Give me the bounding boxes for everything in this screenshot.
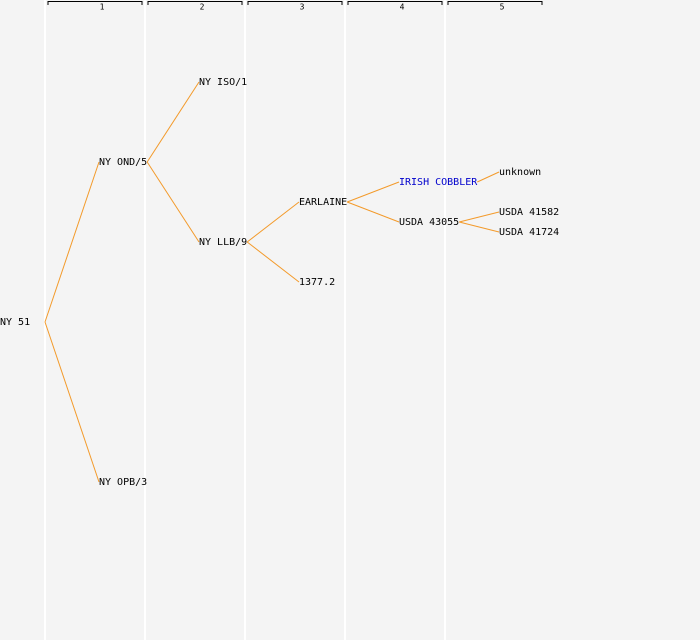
pedigree-link	[459, 211, 500, 223]
pedigree-link	[44, 321, 100, 483]
column-bracket	[247, 1, 343, 5]
pedigree-link	[477, 171, 500, 183]
pedigree-node: NY OPB/3	[99, 477, 147, 488]
pedigree-node: NY 51	[0, 317, 30, 328]
pedigree-link	[346, 181, 400, 203]
pedigree-node: USDA 41582	[499, 207, 559, 218]
column-header: 4	[400, 3, 405, 12]
column-header: 2	[200, 3, 205, 12]
pedigree-link	[146, 161, 200, 243]
column-bracket	[447, 1, 543, 5]
column-header: 1	[100, 3, 105, 12]
pedigree-link	[346, 201, 400, 223]
pedigree-node: IRISH COBBLER	[399, 177, 478, 188]
pedigree-link	[459, 221, 500, 233]
pedigree-node: EARLAINE	[299, 197, 347, 208]
column-bracket	[347, 1, 443, 5]
column-bracket	[47, 1, 143, 5]
pedigree-node: NY OND/5	[99, 157, 147, 168]
pedigree-link	[246, 201, 300, 243]
pedigree-node: USDA 41724	[499, 227, 559, 238]
pedigree-node: unknown	[499, 167, 541, 178]
column-header: 5	[500, 3, 505, 12]
column-bracket	[147, 1, 243, 5]
pedigree-link	[246, 241, 300, 283]
pedigree-node: USDA 43055	[399, 217, 459, 228]
pedigree-node: NY LLB/9	[199, 237, 247, 248]
pedigree-link	[146, 81, 200, 163]
pedigree-node: 1377.2	[299, 277, 335, 288]
column-header: 3	[300, 3, 305, 12]
pedigree-node: NY ISO/1	[199, 77, 247, 88]
pedigree-link	[44, 161, 100, 323]
